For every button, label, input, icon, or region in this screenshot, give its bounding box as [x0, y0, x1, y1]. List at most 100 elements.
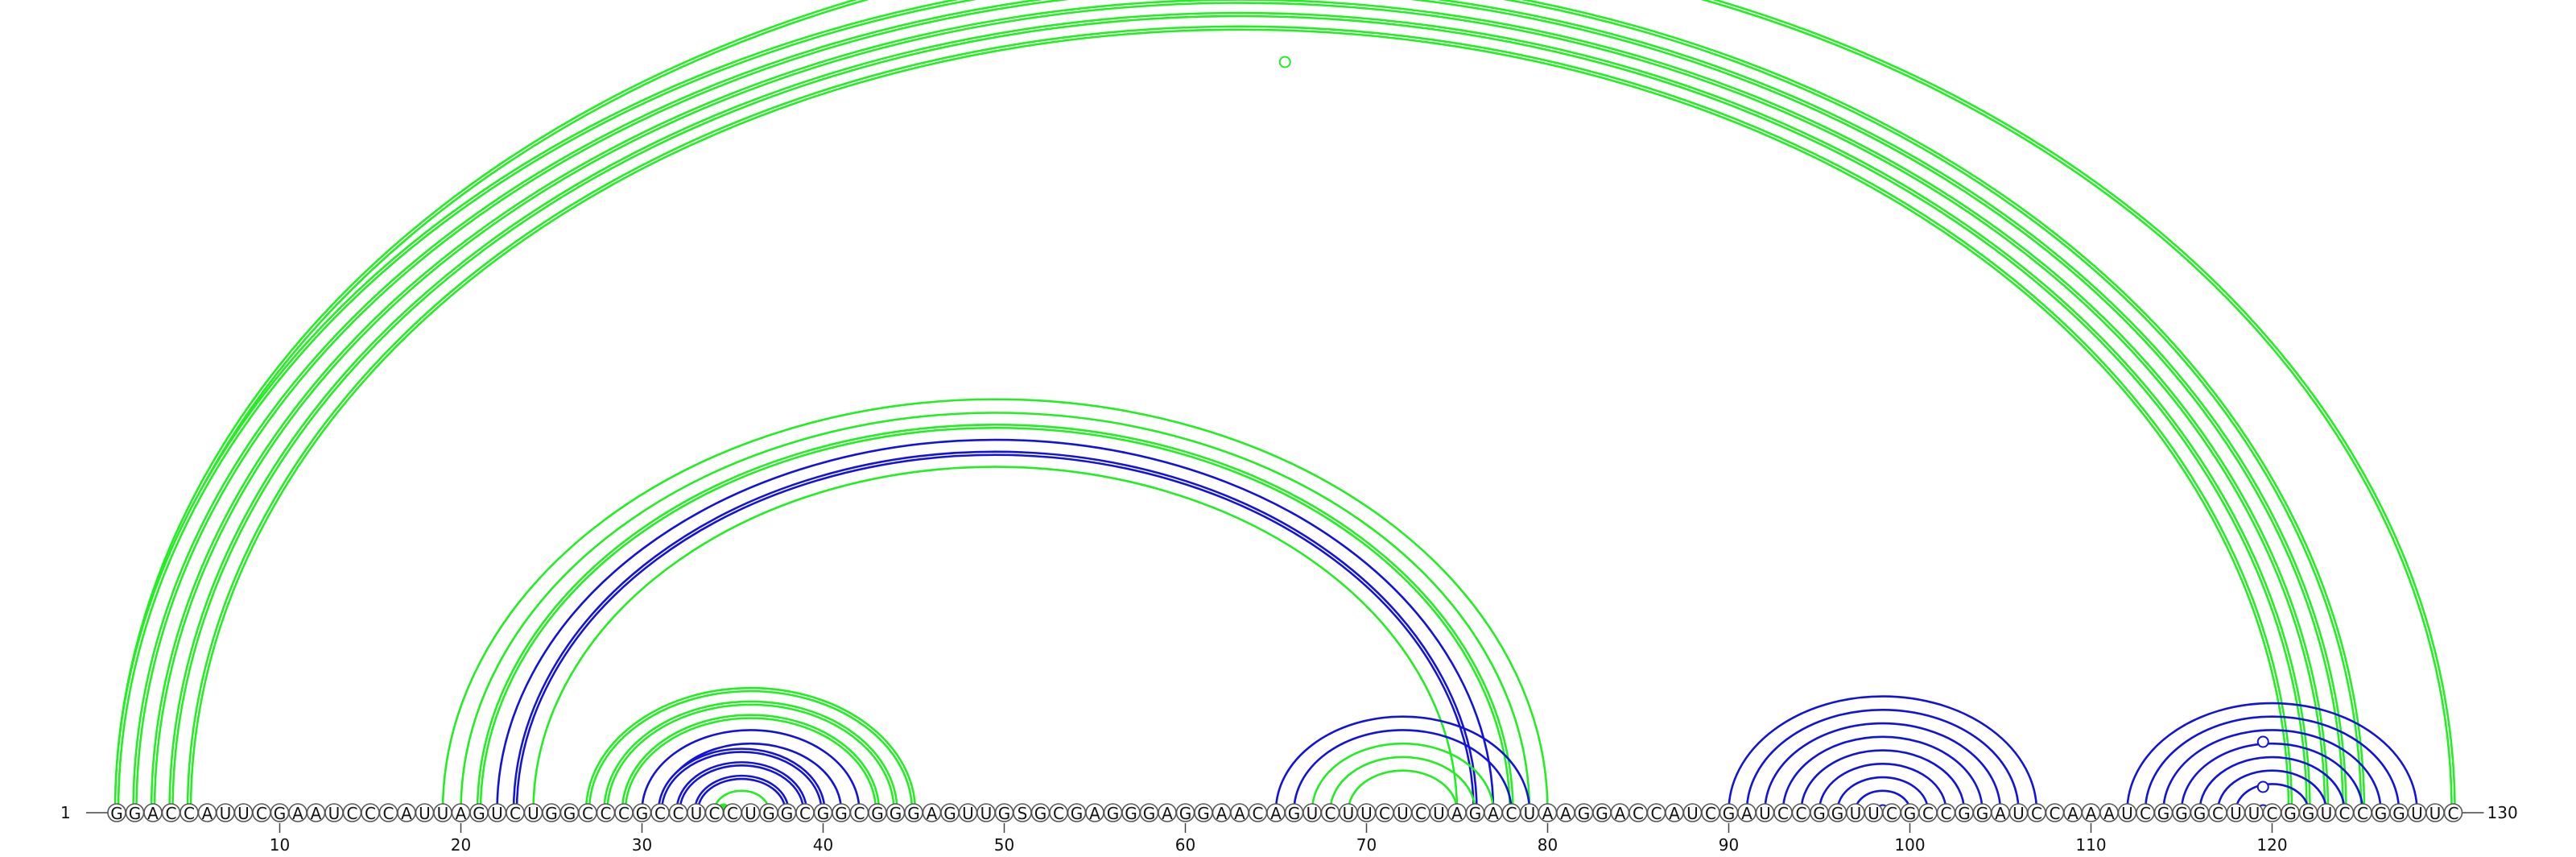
nucleotide: C [180, 803, 199, 823]
nucleotide-letter: G [2284, 804, 2297, 823]
nucleotide-letter: A [927, 804, 938, 823]
tick-label: 60 [1175, 835, 1195, 855]
nucleotide-letter: A [1270, 804, 1282, 823]
nucleotide: A [143, 803, 163, 823]
nucleotide-letter: C [1379, 804, 1390, 823]
nucleotide-letter: G [1071, 804, 1084, 823]
nucleotide-letter: U [980, 804, 993, 823]
nucleotide-letter: U [2411, 804, 2423, 823]
nucleotide-letter: U [962, 804, 974, 823]
nucleotide: G [813, 803, 833, 823]
nucleotide: C [1411, 803, 1430, 823]
nucleotide-letter: A [456, 804, 467, 823]
tick-label: 90 [1719, 835, 1739, 855]
nucleotide-letter: G [1813, 804, 1826, 823]
nucleotide-letter: C [347, 804, 358, 823]
nucleotide: U [1755, 803, 1775, 823]
position-ticks: 10 20 30 40 50 60 70 80 90 100 110 120 [270, 823, 2288, 855]
nucleotide-letter: C [2050, 804, 2061, 823]
nucleotide: G [2389, 803, 2409, 823]
nucleotide: G [559, 803, 580, 823]
position-tick: 50 [994, 823, 1014, 855]
nucleotide: U [2117, 803, 2137, 823]
nucleotide-letter: G [1831, 804, 1844, 823]
nucleotide: C [506, 803, 525, 823]
nucleotide-letter: G [2175, 804, 2188, 823]
arcs-layer [114, 0, 2456, 812]
position-tick: 40 [813, 823, 833, 855]
nucleotide: A [1158, 803, 1177, 823]
nucleotide-letter: C [799, 804, 811, 823]
nucleotide-letter: G [2302, 804, 2315, 823]
nucleotide: U [1302, 803, 1322, 823]
nucleotide-letter: C [582, 804, 593, 823]
nucleotide: U [1520, 803, 1539, 823]
nucleotide: U [976, 803, 996, 823]
tick-label: 20 [451, 835, 471, 855]
nucleotide-letter: A [1234, 804, 1245, 823]
nucleotide-letter: G [545, 804, 558, 823]
nucleotide-letter: G [1179, 804, 1192, 823]
nucleotide: G [542, 803, 561, 823]
nucleotide: C [1248, 803, 1268, 823]
nucleotide-letter: C [1777, 804, 1789, 823]
nucleotide-letter: G [1125, 804, 1137, 823]
base-pair-arc [1311, 742, 1495, 812]
position-tick: 60 [1175, 823, 1195, 855]
nucleotide: C [2353, 803, 2372, 823]
base-pair-arc [114, 0, 2456, 812]
nucleotide: C [1049, 803, 1068, 823]
nucleotide-letter: G [762, 804, 775, 823]
nucleotide-letter: U [2013, 804, 2025, 823]
nucleotide: G [1284, 803, 1304, 823]
position-tick: 110 [2075, 823, 2107, 855]
nucleotide-letter: A [1615, 804, 1626, 823]
nucleotide-letter: C [1633, 804, 1644, 823]
nucleotide: C [596, 803, 616, 823]
nucleotide-letter: C [854, 804, 865, 823]
nucleotide-letter: C [1415, 804, 1426, 823]
nucleotide: C [668, 803, 688, 823]
base-pair-arc [1329, 756, 1476, 812]
nucleotide-letter: C [2212, 804, 2223, 823]
nucleotide: C [2045, 803, 2065, 823]
nucleotide: C [1629, 803, 1648, 823]
nucleotide: G [1139, 803, 1159, 823]
nucleotide-letter: C [2339, 804, 2351, 823]
nucleotide: C [2262, 803, 2282, 823]
nucleotide: C [2136, 803, 2155, 823]
nucleotide: U [1339, 803, 1358, 823]
nucleotide: A [922, 803, 942, 823]
nucleotide: A [288, 803, 308, 823]
arc-marker [2256, 780, 2269, 793]
nucleotide-letter: C [1651, 804, 1662, 823]
nucleotide: U [523, 803, 543, 823]
nucleotide-letter: G [1107, 804, 1120, 823]
nucleotide-letter: G [817, 804, 830, 823]
nucleotide-letter: G [1143, 804, 1156, 823]
nucleotide: C [1882, 803, 1901, 823]
nucleotide: A [1484, 803, 1503, 823]
nucleotide: A [1610, 803, 1630, 823]
nucleotide: G [940, 803, 960, 823]
nucleotide: G [1592, 803, 1612, 823]
nucleotide-letter: U [237, 804, 250, 823]
position-tick: 80 [1538, 823, 1558, 855]
nucleotide-letter: U [1397, 804, 1409, 823]
nucleotide: S [1013, 803, 1032, 823]
nucleotide: U [1356, 803, 1377, 823]
nucleotide: G [1465, 803, 1485, 823]
base-pair-arc [621, 714, 881, 812]
nucleotide: C [795, 803, 815, 823]
nucleotide: A [1991, 803, 2010, 823]
tick-label: 30 [632, 835, 652, 855]
base-pair-arc [693, 774, 790, 812]
nucleotide-letter: C [709, 804, 720, 823]
nucleotide: A [1556, 803, 1575, 823]
nucleotide-letter: G [129, 804, 142, 823]
nucleotide: U [1864, 803, 1884, 823]
nucleotide: A [2081, 803, 2101, 823]
nucleotide-letter: U [2230, 804, 2242, 823]
base-pair-arc [186, 25, 2293, 812]
nucleotide: A [2063, 803, 2083, 823]
